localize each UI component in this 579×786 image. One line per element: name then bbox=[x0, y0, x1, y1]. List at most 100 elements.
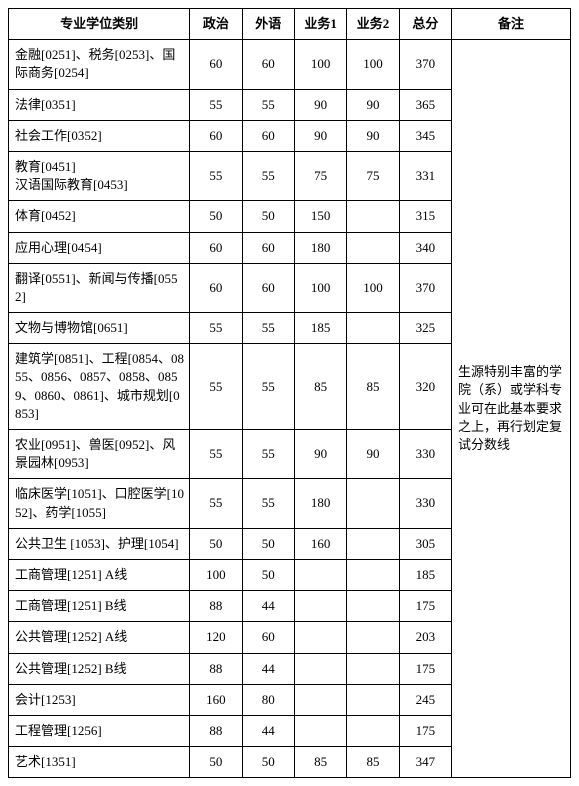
score-table: 专业学位类别 政治 外语 业务1 业务2 总分 备注 金融[0251]、税务[0… bbox=[8, 8, 571, 778]
cell-total: 305 bbox=[399, 528, 451, 559]
cell-score: 55 bbox=[242, 479, 294, 528]
cell-score bbox=[347, 715, 399, 746]
cell-category: 工程管理[1256] bbox=[9, 715, 190, 746]
cell-category: 翻译[0551]、新闻与传播[0552] bbox=[9, 263, 190, 312]
cell-score: 75 bbox=[294, 151, 346, 200]
col-header-category: 专业学位类别 bbox=[9, 9, 190, 40]
cell-score: 160 bbox=[190, 684, 242, 715]
cell-score bbox=[347, 684, 399, 715]
cell-total: 370 bbox=[399, 263, 451, 312]
cell-category: 应用心理[0454] bbox=[9, 232, 190, 263]
cell-score: 55 bbox=[242, 344, 294, 430]
cell-score: 80 bbox=[242, 684, 294, 715]
cell-category: 教育[0451]汉语国际教育[0453] bbox=[9, 151, 190, 200]
col-header-foreign: 外语 bbox=[242, 9, 294, 40]
cell-score: 55 bbox=[190, 430, 242, 479]
cell-total: 331 bbox=[399, 151, 451, 200]
cell-category: 金融[0251]、税务[0253]、国际商务[0254] bbox=[9, 40, 190, 89]
cell-category: 农业[0951]、兽医[0952]、风景园林[0953] bbox=[9, 430, 190, 479]
cell-category: 公共管理[1252] B线 bbox=[9, 653, 190, 684]
cell-category: 公共管理[1252] A线 bbox=[9, 622, 190, 653]
cell-score: 60 bbox=[242, 622, 294, 653]
cell-total: 347 bbox=[399, 747, 451, 778]
cell-score: 75 bbox=[347, 151, 399, 200]
cell-score: 90 bbox=[294, 89, 346, 120]
cell-score: 85 bbox=[347, 747, 399, 778]
cell-category: 艺术[1351] bbox=[9, 747, 190, 778]
cell-score: 50 bbox=[242, 201, 294, 232]
cell-total: 245 bbox=[399, 684, 451, 715]
col-header-subject2: 业务2 bbox=[347, 9, 399, 40]
cell-total: 175 bbox=[399, 591, 451, 622]
cell-total: 175 bbox=[399, 653, 451, 684]
cell-score: 44 bbox=[242, 715, 294, 746]
cell-score bbox=[347, 201, 399, 232]
cell-score bbox=[294, 622, 346, 653]
cell-score bbox=[294, 591, 346, 622]
cell-score: 60 bbox=[190, 263, 242, 312]
cell-category: 临床医学[1051]、口腔医学[1052]、药学[1055] bbox=[9, 479, 190, 528]
cell-score: 88 bbox=[190, 653, 242, 684]
cell-score: 55 bbox=[190, 344, 242, 430]
table-body: 金融[0251]、税务[0253]、国际商务[0254]606010010037… bbox=[9, 40, 571, 778]
cell-score: 100 bbox=[294, 263, 346, 312]
cell-score: 180 bbox=[294, 232, 346, 263]
cell-category: 法律[0351] bbox=[9, 89, 190, 120]
cell-score: 85 bbox=[294, 344, 346, 430]
cell-score: 60 bbox=[190, 120, 242, 151]
cell-score: 50 bbox=[242, 528, 294, 559]
cell-score: 120 bbox=[190, 622, 242, 653]
cell-category: 文物与博物馆[0651] bbox=[9, 313, 190, 344]
cell-score bbox=[294, 653, 346, 684]
cell-score: 90 bbox=[347, 430, 399, 479]
cell-score: 100 bbox=[190, 559, 242, 590]
cell-score: 55 bbox=[190, 89, 242, 120]
cell-total: 340 bbox=[399, 232, 451, 263]
cell-score: 55 bbox=[190, 313, 242, 344]
cell-score: 55 bbox=[190, 479, 242, 528]
cell-category: 建筑学[0851]、工程[0854、0855、0856、0857、0858、08… bbox=[9, 344, 190, 430]
cell-score: 55 bbox=[190, 151, 242, 200]
cell-score: 90 bbox=[347, 120, 399, 151]
cell-total: 185 bbox=[399, 559, 451, 590]
cell-total: 345 bbox=[399, 120, 451, 151]
cell-total: 370 bbox=[399, 40, 451, 89]
cell-score: 88 bbox=[190, 715, 242, 746]
cell-total: 365 bbox=[399, 89, 451, 120]
cell-score: 60 bbox=[242, 263, 294, 312]
cell-score bbox=[347, 591, 399, 622]
cell-score: 150 bbox=[294, 201, 346, 232]
cell-score: 100 bbox=[347, 263, 399, 312]
cell-score: 180 bbox=[294, 479, 346, 528]
cell-score bbox=[347, 622, 399, 653]
col-header-total: 总分 bbox=[399, 9, 451, 40]
cell-score: 60 bbox=[242, 40, 294, 89]
cell-total: 330 bbox=[399, 430, 451, 479]
cell-score: 185 bbox=[294, 313, 346, 344]
cell-score bbox=[347, 479, 399, 528]
cell-score: 55 bbox=[242, 151, 294, 200]
cell-score bbox=[347, 528, 399, 559]
cell-score: 90 bbox=[347, 89, 399, 120]
col-header-politics: 政治 bbox=[190, 9, 242, 40]
col-header-note: 备注 bbox=[452, 9, 571, 40]
cell-score: 50 bbox=[242, 559, 294, 590]
cell-total: 175 bbox=[399, 715, 451, 746]
cell-score: 55 bbox=[242, 430, 294, 479]
cell-score bbox=[294, 684, 346, 715]
cell-total: 315 bbox=[399, 201, 451, 232]
cell-score: 88 bbox=[190, 591, 242, 622]
cell-score: 90 bbox=[294, 120, 346, 151]
cell-score: 85 bbox=[294, 747, 346, 778]
cell-score: 50 bbox=[242, 747, 294, 778]
cell-score: 60 bbox=[190, 232, 242, 263]
cell-score: 60 bbox=[242, 232, 294, 263]
cell-score: 44 bbox=[242, 591, 294, 622]
cell-score bbox=[347, 313, 399, 344]
cell-total: 320 bbox=[399, 344, 451, 430]
cell-score: 44 bbox=[242, 653, 294, 684]
cell-category: 工商管理[1251] A线 bbox=[9, 559, 190, 590]
cell-score: 55 bbox=[242, 313, 294, 344]
cell-score: 60 bbox=[242, 120, 294, 151]
cell-score: 100 bbox=[347, 40, 399, 89]
